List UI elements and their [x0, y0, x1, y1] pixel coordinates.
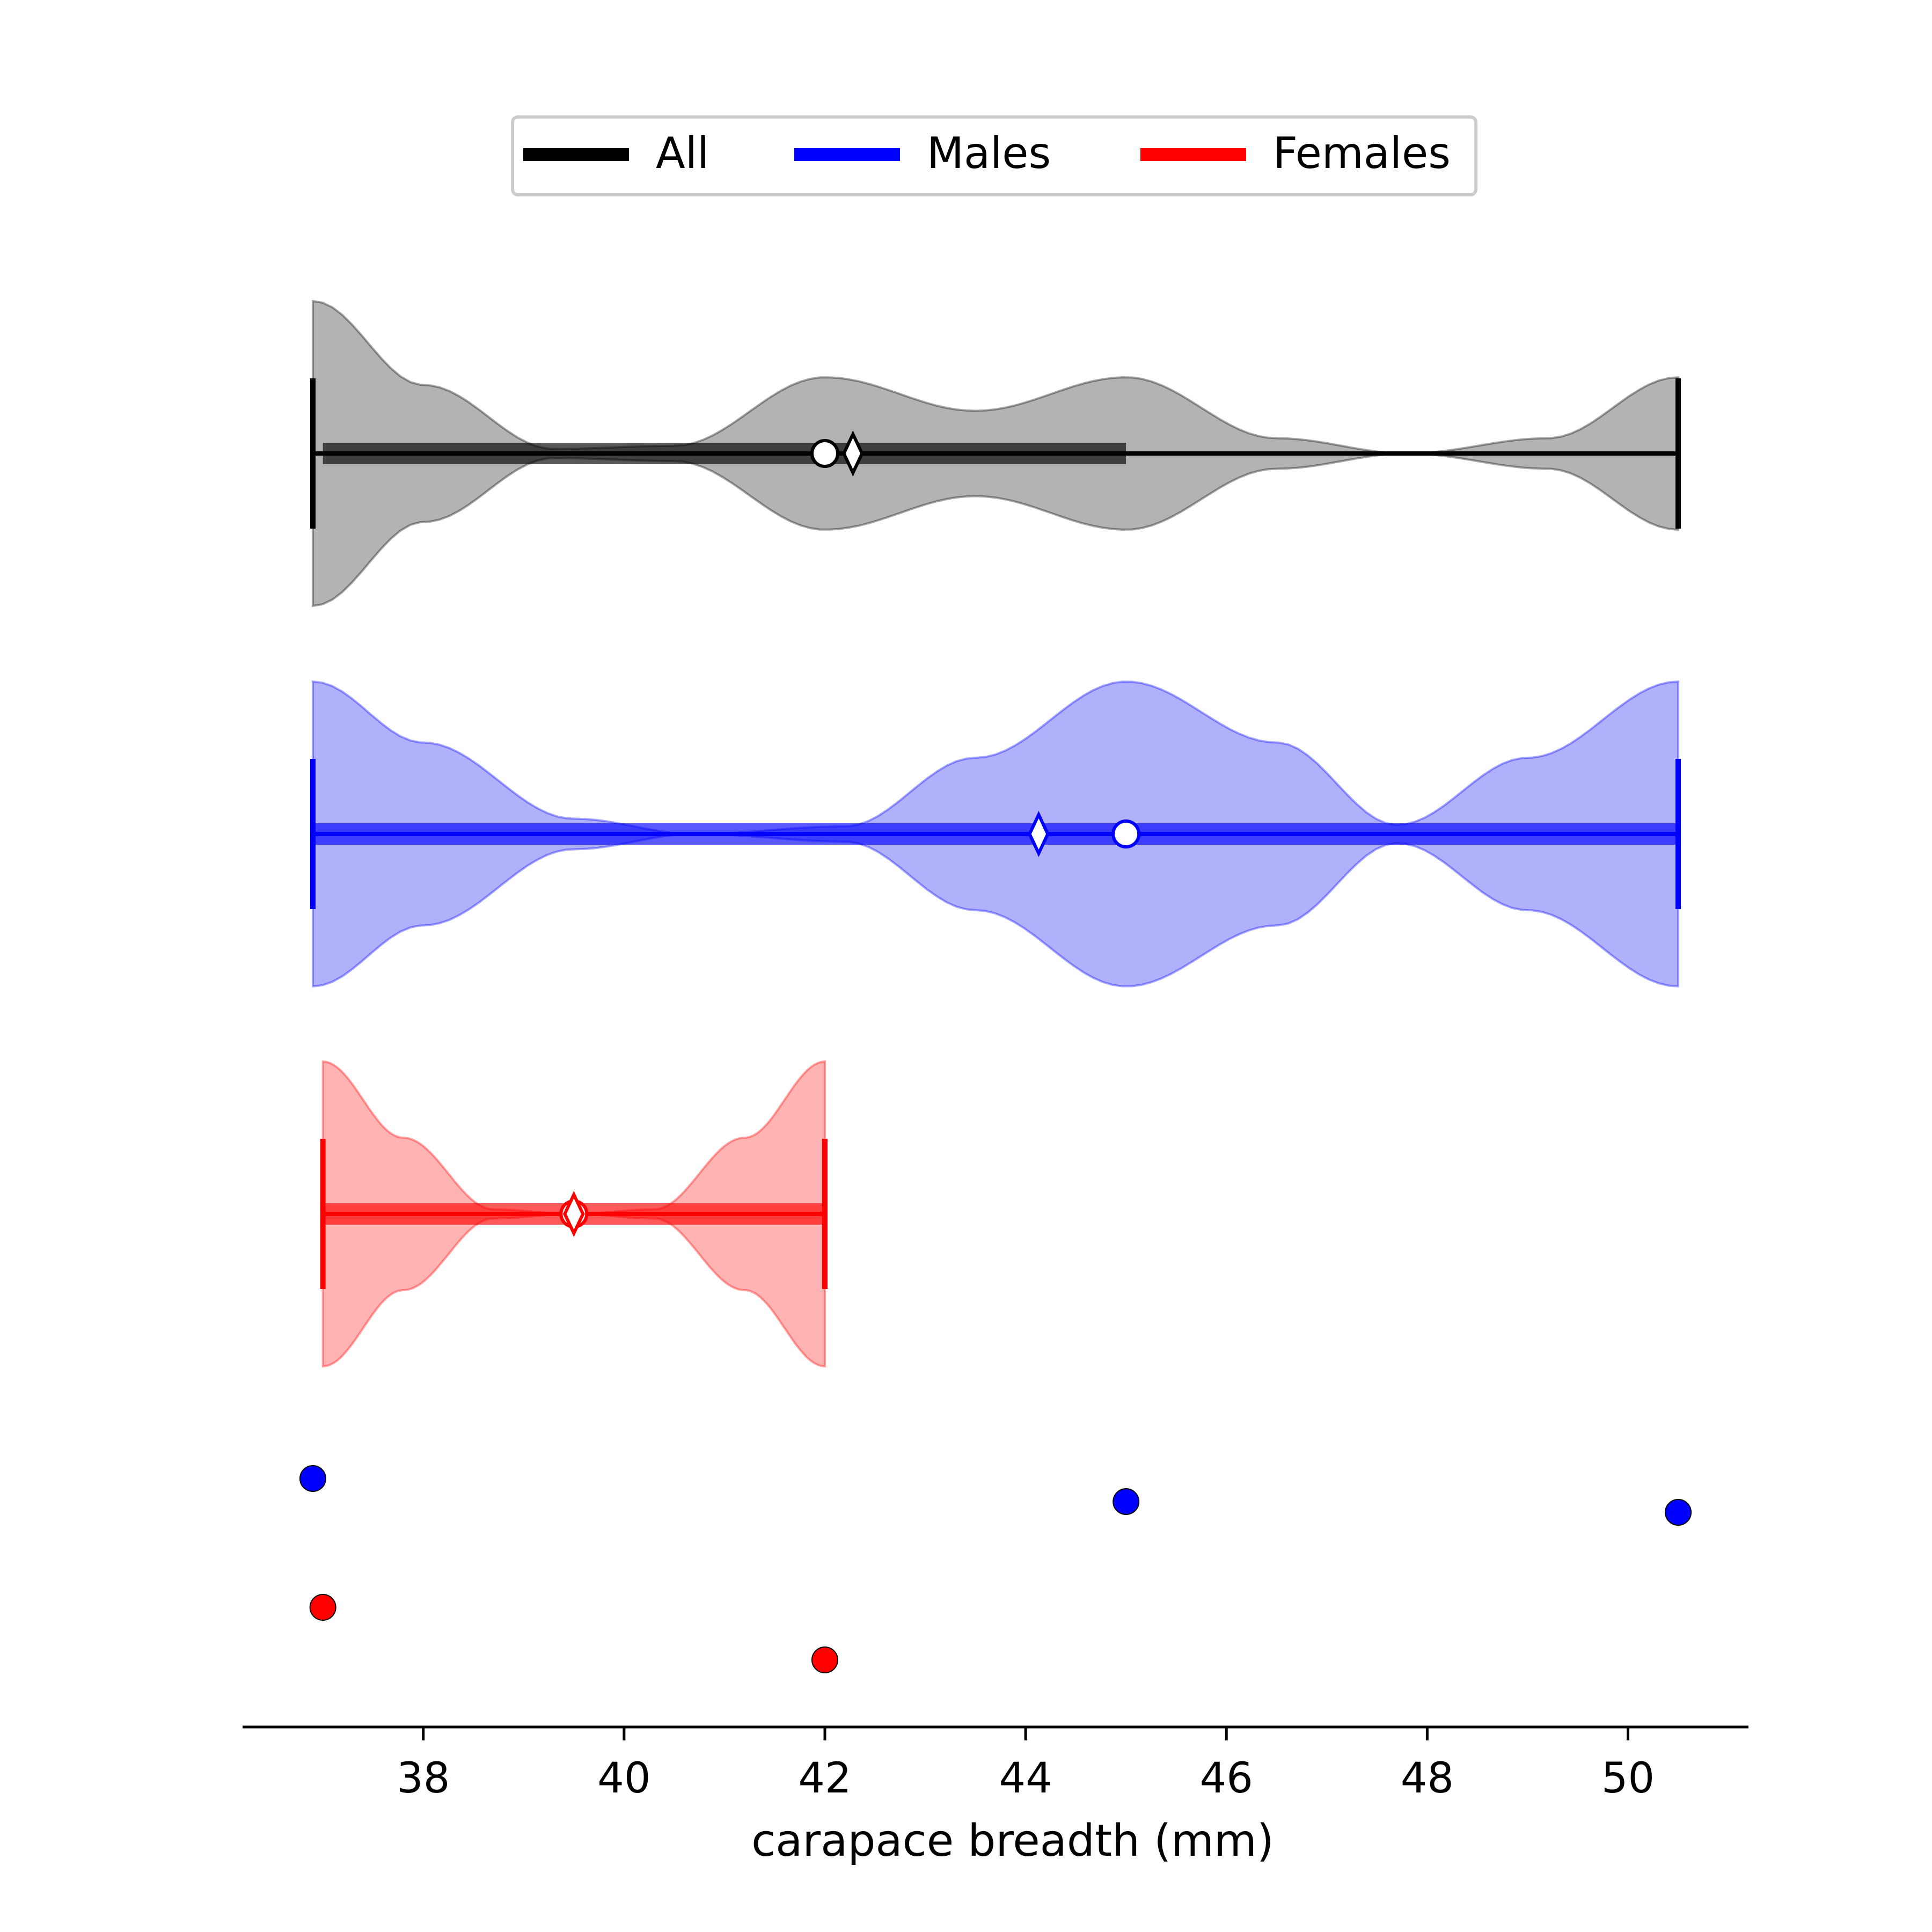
x-tick-label: 44	[999, 1754, 1052, 1803]
legend-frame	[511, 115, 1477, 196]
x-tick-label: 50	[1601, 1754, 1655, 1803]
legend-label-all: All	[656, 128, 709, 178]
violin-males	[310, 680, 1681, 988]
point-females	[309, 1594, 336, 1621]
median-marker-males	[1111, 819, 1141, 848]
x-tick-label: 48	[1401, 1754, 1454, 1803]
violin-all	[310, 299, 1681, 608]
point-females	[811, 1646, 838, 1673]
legend-label-females: Females	[1273, 128, 1451, 178]
mean-marker-all	[842, 430, 864, 477]
x-axis-label: carapace breadth (mm)	[751, 1816, 1274, 1867]
legend-label-males: Males	[927, 128, 1051, 178]
mean-marker-females	[563, 1190, 585, 1238]
x-tick-label: 40	[597, 1754, 650, 1803]
violin-layer	[310, 299, 1681, 1368]
point-males	[1665, 1499, 1692, 1526]
violin-females	[320, 1060, 828, 1368]
x-tick-label: 38	[397, 1754, 450, 1803]
x-axis: 38 40 42 44 46 48 50	[243, 1725, 1748, 1803]
point-males	[299, 1465, 326, 1492]
legend: All Males Females	[511, 115, 1477, 196]
x-tick-label: 46	[1200, 1754, 1253, 1803]
scatter-layer	[299, 1465, 1692, 1673]
median-marker-all	[810, 439, 839, 468]
point-males	[1113, 1488, 1140, 1515]
mean-marker-males	[1028, 810, 1050, 858]
x-tick-label: 42	[798, 1754, 851, 1803]
